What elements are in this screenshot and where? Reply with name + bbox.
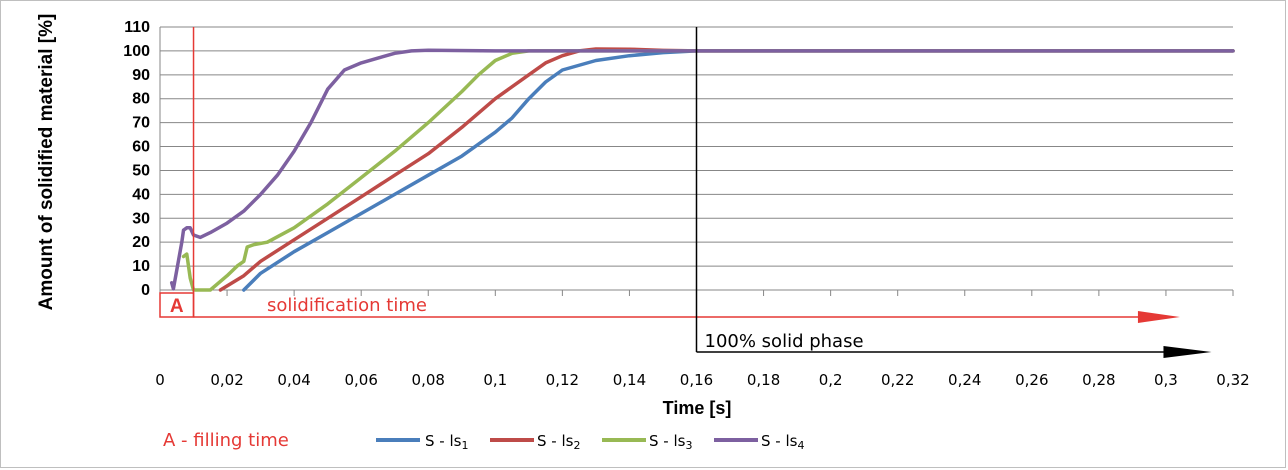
y-tick-label-10: 10 (132, 258, 150, 275)
x-tick-label-7: 0,14 (613, 371, 646, 389)
x-tick-label-15: 0,3 (1154, 371, 1178, 389)
legend-filling-time: A - filling time (163, 430, 289, 451)
filling-marker-box (159, 292, 195, 318)
legend-label-s2: S - ls2 (537, 432, 580, 452)
legend-label-s1: S - ls1 (425, 432, 468, 452)
y-tick-label-70: 70 (132, 115, 150, 132)
legend-label-s3: S - ls3 (649, 432, 692, 452)
y-tick-label-60: 60 (132, 139, 150, 156)
y-tick-label-40: 40 (132, 186, 150, 203)
solid-phase-label: 100% solid phase (705, 331, 864, 352)
y-tick-label-30: 30 (132, 210, 150, 227)
x-tick-label-5: 0,1 (483, 371, 507, 389)
y-tick-label-110: 110 (124, 19, 150, 36)
y-tick-label-100: 100 (123, 43, 150, 60)
solidification-time-label: solidification time (267, 295, 427, 316)
solidification-arrowhead (1137, 311, 1180, 323)
x-tick-label-2: 0,04 (277, 371, 310, 389)
legend-label-s4: S - ls4 (761, 432, 804, 452)
x-tick-label-10: 0,2 (819, 371, 843, 389)
y-tick-label-0: 0 (141, 282, 150, 299)
solid-phase-arrowhead (1163, 346, 1212, 358)
x-tick-label-3: 0,06 (344, 371, 377, 389)
x-tick-label-4: 0,08 (412, 371, 445, 389)
y-axis-label: Amount of solidified material [%] (36, 14, 57, 311)
x-tick-label-14: 0,28 (1082, 371, 1115, 389)
y-tick-label-90: 90 (132, 67, 150, 84)
x-tick-label-6: 0,12 (546, 371, 579, 389)
x-tick-label-11: 0,22 (881, 371, 914, 389)
filling-marker-label: A (170, 296, 184, 317)
series-layer (169, 47, 1235, 292)
legend: A - filling time S - ls1 S - ls2 S - ls3… (163, 430, 804, 452)
x-tick-label-0: 0 (155, 371, 165, 389)
y-tick-label-50: 50 (132, 162, 150, 179)
x-tick-label-8: 0,16 (680, 371, 713, 389)
x-tick-label-16: 0,32 (1216, 371, 1249, 389)
y-tick-label-80: 80 (132, 91, 150, 108)
x-axis-label: Time [s] (663, 398, 732, 418)
series-line-s4 (169, 48, 1235, 291)
x-tick-label-12: 0,24 (948, 371, 981, 389)
axis-layer: 0 10 20 30 40 50 60 70 80 90 100 110 0 0,02 0,04 0,06 0,… (123, 19, 1249, 389)
x-tick-label-13: 0,26 (1015, 371, 1048, 389)
x-tick-label-1: 0,02 (210, 371, 243, 389)
x-tick-label-9: 0,18 (747, 371, 780, 389)
y-tick-label-20: 20 (132, 234, 150, 251)
